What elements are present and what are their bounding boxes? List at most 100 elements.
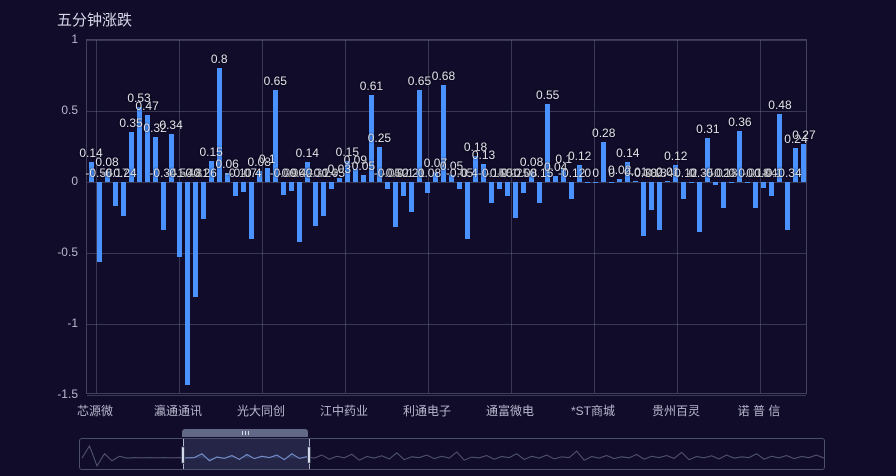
bar[interactable] [264,167,270,182]
bar[interactable] [360,174,366,182]
bar[interactable] [729,182,735,183]
bar[interactable] [489,182,495,204]
bar[interactable] [144,115,150,182]
bar[interactable] [208,160,214,182]
bar-value-label: 0.13 [471,147,496,162]
bar[interactable] [577,164,583,182]
bar[interactable] [481,163,487,182]
bar[interactable] [697,182,703,232]
bar[interactable] [160,182,166,231]
bar-value-label: -0.35 [686,166,714,180]
bar[interactable] [304,162,310,182]
bar-value-label: 0.14 [616,146,640,161]
bar[interactable] [136,106,142,182]
bar[interactable] [368,95,374,182]
bar[interactable] [457,182,463,190]
bar[interactable] [320,182,326,217]
bar[interactable] [240,182,246,192]
bar[interactable] [537,182,543,204]
bar[interactable] [657,182,663,231]
bar[interactable] [376,146,382,182]
bar[interactable] [689,182,695,183]
bar[interactable] [312,182,318,227]
bar[interactable] [288,182,294,191]
bar[interactable] [120,182,126,217]
bar[interactable] [609,182,615,183]
bar[interactable] [681,182,687,200]
bar[interactable] [721,182,727,208]
bar[interactable] [745,182,751,184]
bar[interactable] [601,142,607,182]
bar[interactable] [561,167,567,182]
bar[interactable] [521,182,527,194]
bar[interactable] [176,182,182,258]
bar[interactable] [352,169,358,182]
bar[interactable] [192,182,198,298]
bar[interactable] [785,182,791,231]
bar[interactable] [449,174,454,182]
bar[interactable] [753,182,759,208]
bar-value-label: -0.08 [509,166,538,180]
bar[interactable] [336,177,342,182]
bar[interactable] [617,179,623,182]
bar[interactable] [280,182,286,195]
datazoom-move-handle[interactable] [182,429,308,437]
bar[interactable] [344,160,350,182]
bar[interactable] [465,182,471,239]
bar[interactable] [440,85,446,182]
bar[interactable] [505,182,511,197]
bar[interactable] [625,162,631,182]
bar[interactable] [705,137,711,182]
bar[interactable] [328,182,334,190]
bar[interactable] [513,182,519,218]
bar[interactable] [416,89,422,182]
bar[interactable] [152,136,158,182]
bar[interactable] [216,68,222,182]
bar[interactable] [184,182,190,386]
bar[interactable] [88,162,94,182]
bar[interactable] [272,89,278,182]
datazoom-handle-left[interactable] [181,446,185,464]
bar[interactable] [256,170,262,182]
bar[interactable] [168,133,174,182]
bar[interactable] [104,170,110,182]
bar[interactable] [649,182,655,211]
bar[interactable] [224,173,230,182]
bar[interactable] [497,182,503,190]
bar[interactable] [424,182,430,194]
bar[interactable] [777,113,783,182]
bar[interactable] [633,180,639,182]
bar[interactable] [593,182,599,183]
bar[interactable] [673,164,679,182]
bar[interactable] [384,182,390,190]
datazoom-handle-right[interactable] [307,446,311,464]
bar[interactable] [737,130,743,182]
bar[interactable] [769,182,775,197]
bar[interactable] [713,182,719,185]
bar-value-label: -0.32 [381,166,410,180]
bar[interactable] [761,182,767,188]
bar[interactable] [232,182,238,197]
bar[interactable] [545,103,551,182]
bar[interactable] [296,182,302,242]
bar[interactable] [400,182,406,197]
bar[interactable] [529,170,535,182]
bar[interactable] [128,132,134,182]
bar[interactable] [569,182,575,200]
bar[interactable] [793,147,799,182]
bar[interactable] [408,182,414,212]
bar[interactable] [641,182,647,236]
bar[interactable] [585,182,591,183]
bar[interactable] [432,172,438,182]
bar[interactable] [112,182,118,207]
bar[interactable] [801,143,807,182]
bar[interactable] [473,156,479,182]
bar[interactable] [248,182,254,239]
bar[interactable] [200,182,206,219]
bar[interactable] [553,176,559,182]
bar[interactable] [96,182,102,262]
datazoom-slider[interactable] [79,438,825,470]
datazoom-window[interactable] [183,439,309,469]
bar[interactable] [392,182,398,228]
bar[interactable] [665,180,671,182]
